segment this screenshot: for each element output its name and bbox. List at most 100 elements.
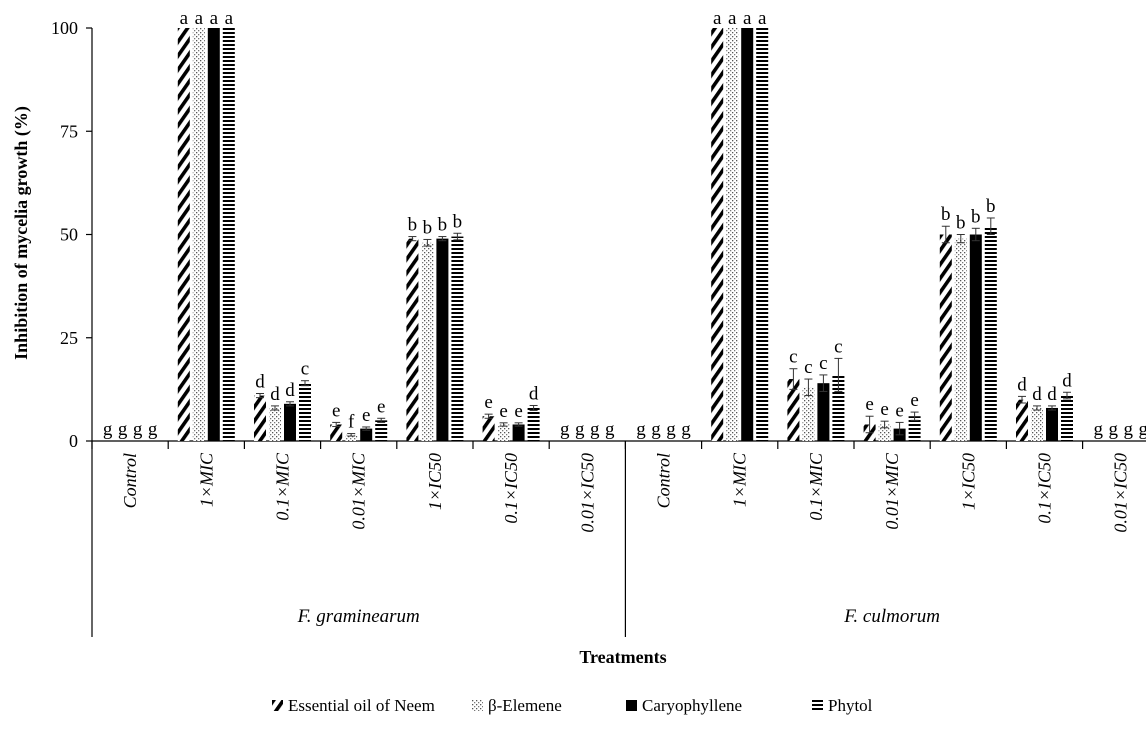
significance-letter: d [1047,384,1057,405]
bar [908,416,921,441]
bar [436,238,449,441]
category-label: Control [120,453,140,508]
group-label: F. culmorum [843,606,940,627]
bar [954,238,967,441]
significance-letter: b [941,204,951,225]
y-axis-label: Inhibition of mycelia growth (%) [11,106,32,360]
category-labels: Control 1×MIC 0.1×MIC 0.01×MIC 1×IC50 0.1×IC5… [120,452,1131,533]
category-label: 0.1×MIC [806,452,826,521]
significance-letter: b [408,215,418,236]
bar [1016,399,1028,441]
bar [254,395,266,441]
significance-letter: e [880,399,888,420]
bar [345,434,358,441]
bar [787,379,800,441]
significance-letter: e [499,401,507,422]
significance-letter: e [910,390,918,411]
bar [207,28,220,441]
bar [1031,407,1043,441]
significance-letter: g [118,419,128,440]
significance-letter: e [332,400,340,421]
legend-label: Caryophyllene [642,696,742,715]
bar [330,424,343,441]
significance-letter: g [651,419,661,440]
significance-letter: b [438,215,448,236]
significance-letter: g [560,419,570,440]
y-axis-title: Inhibition of mycelia growth (%) [11,106,32,360]
y-tick-label: 100 [51,18,78,38]
x-axis [91,440,1146,637]
significance-letter: a [713,8,722,29]
category-label: 0.1×IC50 [1035,453,1055,524]
significance-letter: d [285,380,295,401]
significance-letter: g [103,419,113,440]
legend: Essential oil of Neem β-Elemene Caryophyll… [272,696,873,715]
significance-letter: e [484,392,492,413]
bar [969,234,982,441]
significance-letter: a [195,8,204,29]
significance-letter: g [590,419,600,440]
bar [284,403,296,441]
category-label: 0.01×IC50 [1111,453,1131,533]
significance-letter: c [301,359,309,380]
bar [451,236,464,441]
significance-letter: e [377,396,385,417]
group-label: F. graminearum [297,606,420,627]
significance-letter: g [1093,419,1103,440]
significance-letter: e [514,401,522,422]
category-label: 1×IC50 [425,453,445,510]
significance-letter: d [529,383,539,404]
significance-letter: d [255,372,265,393]
y-axis: 0 25 50 75 100 [51,18,93,451]
significance-letter: c [804,357,812,378]
bar [741,28,754,441]
legend-label: Essential oil of Neem [288,696,435,715]
significance-letter: g [133,419,143,440]
bar [497,424,510,441]
significance-letter: b [453,211,463,232]
category-label: 1×IC50 [958,453,978,510]
bar [360,428,373,441]
y-tick-label: 0 [69,431,78,451]
significance-letter: g [1123,419,1133,440]
legend-label: Phytol [828,696,873,715]
significance-letter: a [210,8,219,29]
y-tick-label: 50 [60,225,78,245]
bar [482,416,495,441]
significance-letter: e [895,400,903,421]
significance-letter: g [636,419,646,440]
significance-letter: a [758,8,767,29]
significance-letter: c [834,336,842,357]
significance-letter: b [986,196,996,217]
bar [222,28,235,441]
significance-letter: f [348,412,355,433]
category-label: 0.01×MIC [882,452,902,530]
bar [878,424,891,441]
significance-letter: e [362,405,370,426]
legend-swatch [472,700,483,711]
significance-letter: g [1138,419,1146,440]
legend-label: β-Elemene [488,696,562,715]
category-label: 1×MIC [730,452,750,507]
bar [512,424,525,441]
significance-letter: c [819,353,827,374]
bar [192,28,205,441]
y-tick-label: 25 [60,328,78,348]
bar [756,28,769,441]
bar [711,28,724,441]
significance-letter: g [605,419,615,440]
significance-letter: b [956,213,966,234]
bar [406,238,419,441]
legend-swatch [272,700,283,711]
category-label: 1×MIC [196,452,216,507]
bar [375,420,388,441]
bar [984,226,997,441]
significance-letter: e [865,394,873,415]
significance-letter: g [666,419,676,440]
category-label: 0.1×IC50 [501,453,521,524]
legend-swatch [626,700,637,711]
bar [177,28,190,441]
significance-letter: d [270,384,280,405]
bar [939,234,952,441]
